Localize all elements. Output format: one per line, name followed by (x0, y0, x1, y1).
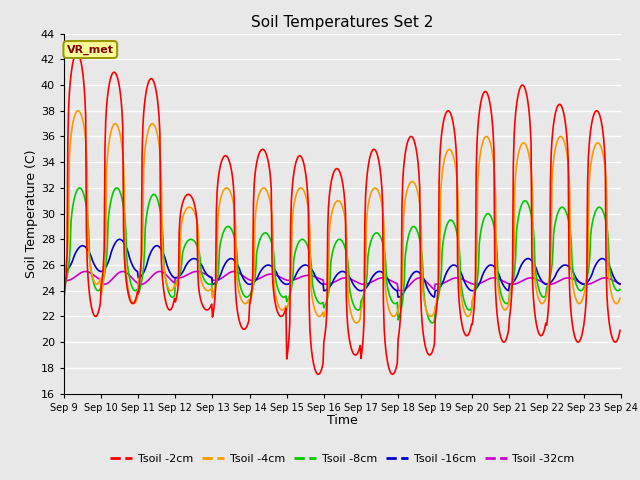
Y-axis label: Soil Temperature (C): Soil Temperature (C) (25, 149, 38, 278)
Text: VR_met: VR_met (67, 44, 114, 55)
Title: Soil Temperatures Set 2: Soil Temperatures Set 2 (252, 15, 433, 30)
Legend: Tsoil -2cm, Tsoil -4cm, Tsoil -8cm, Tsoil -16cm, Tsoil -32cm: Tsoil -2cm, Tsoil -4cm, Tsoil -8cm, Tsoi… (106, 450, 579, 468)
X-axis label: Time: Time (327, 414, 358, 427)
